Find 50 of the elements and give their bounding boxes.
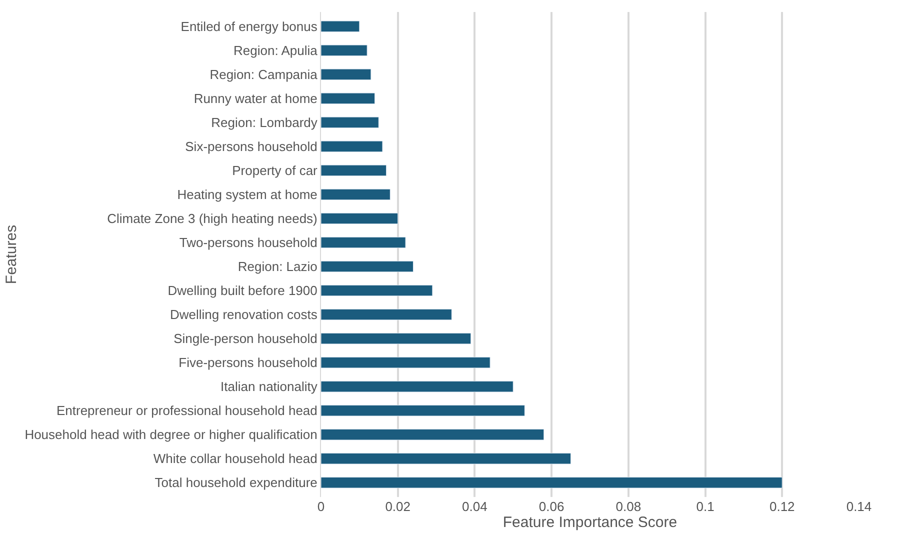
y-tick-label: Dwelling built before 1900 bbox=[168, 283, 318, 298]
bar bbox=[321, 116, 379, 128]
y-tick-label: Single-person household bbox=[174, 331, 318, 346]
x-tick-label: 0.08 bbox=[616, 499, 642, 514]
y-tick-label: Climate Zone 3 (high heating needs) bbox=[107, 211, 318, 226]
y-tick-label: Property of car bbox=[232, 163, 318, 178]
y-tick-label: Two-persons household bbox=[179, 235, 318, 250]
y-tick-label: Runny water at home bbox=[194, 90, 318, 106]
bar bbox=[321, 44, 368, 56]
y-tick-label: Region: Apulia bbox=[234, 42, 318, 58]
x-tick-label: 0.1 bbox=[696, 499, 714, 514]
x-tick-label: 0 bbox=[317, 499, 325, 514]
y-tick-label: White collar household head bbox=[153, 451, 318, 466]
y-tick-label: Italian nationality bbox=[220, 379, 318, 394]
bar bbox=[321, 404, 525, 416]
bar bbox=[321, 356, 490, 368]
bar bbox=[321, 308, 452, 320]
bar bbox=[321, 260, 414, 272]
bar bbox=[321, 188, 390, 200]
bar bbox=[321, 212, 398, 224]
y-tick-label: Heating system at home bbox=[177, 187, 318, 202]
x-tick-label: 0.12 bbox=[769, 499, 795, 514]
bar bbox=[321, 20, 360, 32]
x-tick-label: 0.04 bbox=[462, 499, 488, 514]
x-axis-title: Feature Importance Score bbox=[502, 514, 678, 531]
bar bbox=[321, 140, 383, 152]
y-tick-label: Region: Lombardy bbox=[211, 115, 318, 130]
bar bbox=[321, 452, 572, 464]
y-tick-label: Dwelling renovation costs bbox=[170, 307, 318, 322]
y-tick-label: Six-persons household bbox=[185, 139, 318, 154]
y-axis-title: Features bbox=[2, 224, 20, 284]
bar bbox=[321, 428, 544, 440]
bar bbox=[321, 284, 433, 296]
bar bbox=[321, 236, 406, 248]
y-tick-label: Total household expenditure bbox=[154, 475, 318, 490]
y-tick-label: Region: Lazio bbox=[238, 259, 318, 274]
x-tick-label: 0.06 bbox=[538, 499, 564, 514]
y-tick-label: Five-persons household bbox=[178, 355, 318, 370]
bar bbox=[321, 380, 514, 392]
y-tick-label: Entrepreneur or professional household head bbox=[56, 403, 318, 418]
y-tick-label: Entiled of energy bonus bbox=[180, 18, 318, 34]
bar bbox=[321, 164, 387, 176]
x-tick-label: 0.14 bbox=[846, 499, 872, 514]
y-tick-label: Household head with degree or higher qualification bbox=[24, 427, 318, 442]
bar bbox=[321, 332, 472, 344]
y-tick-label: Region: Campania bbox=[210, 66, 318, 82]
x-tick-label: 0.02 bbox=[385, 499, 411, 514]
bar bbox=[321, 68, 372, 80]
bar bbox=[321, 476, 782, 488]
bar bbox=[321, 92, 376, 104]
